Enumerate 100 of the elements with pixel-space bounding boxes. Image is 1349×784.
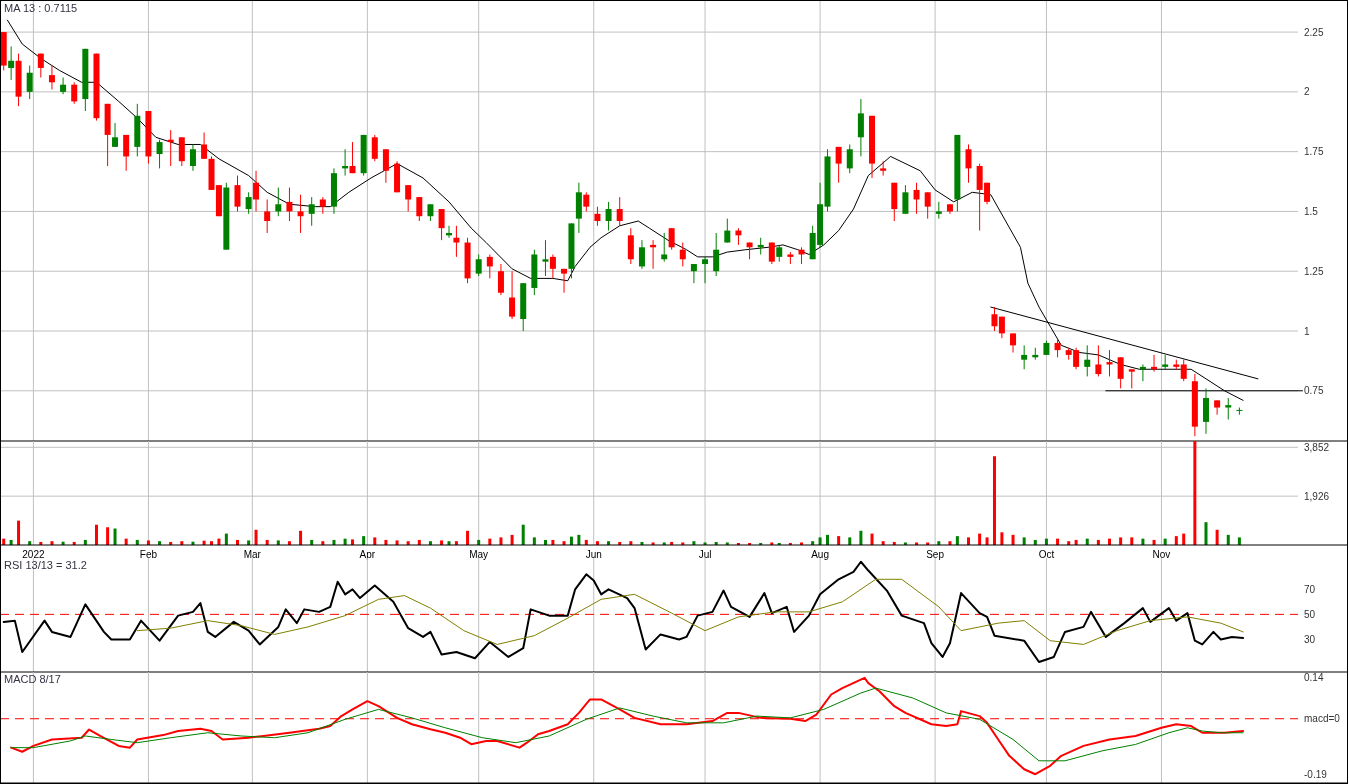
candlestick: [1214, 399, 1221, 416]
bar: [848, 537, 852, 545]
candlestick: [857, 98, 864, 157]
x-tick-label: Jun: [585, 548, 602, 560]
candlestick: [234, 175, 241, 212]
candlestick: [264, 198, 271, 234]
candlestick: [416, 196, 423, 222]
bar: [499, 537, 503, 545]
candlestick: [438, 208, 445, 241]
bar: [826, 534, 829, 545]
bar: [985, 537, 989, 545]
candlestick: [308, 196, 315, 227]
x-tick-label: Oct: [1038, 548, 1055, 560]
bar: [967, 537, 970, 545]
candlestick: [924, 191, 931, 220]
candlestick: [846, 143, 853, 174]
bar: [1011, 534, 1015, 545]
bar: [532, 537, 536, 545]
candlestick: [178, 136, 185, 167]
line-series: [136, 578, 1244, 645]
bar: [510, 534, 514, 545]
candlestick: [156, 139, 163, 169]
bar: [577, 534, 581, 545]
bar: [373, 537, 377, 545]
candlestick: [123, 134, 130, 172]
candlestick: [405, 184, 412, 212]
x-tick-label: Sep: [926, 548, 945, 560]
y-tick-label: 50: [1304, 608, 1316, 620]
candlestick: [26, 65, 33, 100]
candlestick: [679, 242, 686, 267]
y-tick-label: 3,852: [1304, 441, 1330, 453]
y-tick-label: 1: [1304, 325, 1310, 337]
bar: [818, 537, 822, 545]
bar: [1226, 534, 1230, 545]
candlestick: [1117, 356, 1124, 389]
line-series: [2, 560, 1245, 663]
candlestick: [1180, 359, 1187, 382]
x-tick-label: May: [469, 548, 489, 560]
candlestick: [549, 253, 556, 279]
candlestick: [583, 191, 590, 212]
chart-title: RSI 13/13 = 31.2: [4, 559, 87, 571]
x-tick-label: Nov: [1152, 548, 1171, 560]
bar: [299, 530, 303, 545]
bar: [859, 530, 863, 545]
candlestick: [497, 263, 504, 296]
candlestick: [668, 227, 675, 251]
candlestick: [724, 218, 731, 244]
candlestick: [913, 182, 920, 215]
bar: [1237, 537, 1241, 545]
y-tick-label: 70: [1304, 583, 1316, 595]
bar: [113, 528, 117, 545]
bar: [992, 456, 996, 545]
candlestick: [1010, 332, 1017, 354]
candlestick: [189, 143, 196, 172]
bar: [1119, 537, 1123, 545]
bar: [1130, 537, 1134, 545]
candlestick: [201, 132, 208, 160]
candlestick: [382, 148, 389, 184]
candlestick: [1021, 344, 1028, 370]
bar: [254, 529, 258, 545]
ref-line-label: macd=0: [1304, 713, 1341, 725]
x-tick-label: 2022: [22, 548, 45, 560]
bar: [94, 524, 98, 545]
y-tick-label: 2: [1304, 86, 1310, 98]
candlestick: [1225, 397, 1232, 420]
y-tick-label: -0.19: [1304, 768, 1328, 780]
candlestick: [627, 227, 634, 265]
candlestick: [112, 122, 119, 148]
x-tick-label: Mar: [243, 548, 262, 560]
y-tick-label: 2.25: [1304, 26, 1324, 38]
y-tick-label: 30: [1304, 633, 1316, 645]
candlestick: [542, 239, 549, 277]
candlestick: [661, 232, 668, 263]
candlestick: [690, 263, 697, 284]
y-tick-label: 1.25: [1304, 265, 1324, 277]
candlestick: [1202, 387, 1209, 435]
x-tick-label: Apr: [359, 548, 376, 560]
candlestick: [486, 253, 493, 279]
candlestick: [713, 232, 720, 277]
y-tick-label: 1,926: [1304, 490, 1330, 502]
candlestick: [902, 184, 909, 215]
candlestick: [1054, 337, 1061, 358]
candlestick: [48, 65, 55, 90]
candlestick: [702, 256, 709, 284]
candlestick: [1095, 344, 1102, 377]
candlestick: [616, 196, 623, 227]
bar: [1215, 529, 1219, 545]
candlestick: [638, 239, 645, 270]
candlestick: [509, 270, 516, 320]
y-tick-label: 1.5: [1304, 205, 1319, 217]
bar: [521, 524, 525, 545]
candlestick: [1084, 344, 1091, 377]
bar: [1193, 441, 1197, 545]
candlestick: [605, 201, 612, 232]
candlestick: [475, 253, 482, 277]
candlestick: [297, 194, 304, 234]
bar: [17, 520, 21, 545]
candlestick: [71, 81, 78, 105]
candlestick: [286, 187, 293, 222]
candlestick: [245, 191, 252, 215]
